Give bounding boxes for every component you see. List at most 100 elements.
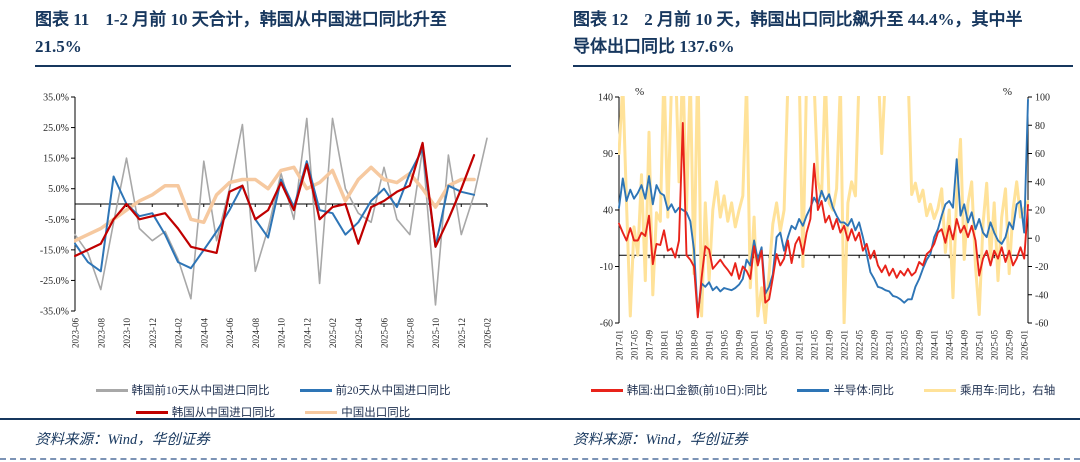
svg-text:-60: -60 [1035, 319, 1048, 330]
svg-text:%: % [635, 86, 644, 98]
legend-label: 韩国从中国进口同比 [171, 407, 276, 420]
svg-text:-35.0%: -35.0% [40, 307, 69, 318]
korea-imports-from-china-series-1 [74, 165, 476, 243]
svg-text:2019-09: 2019-09 [735, 330, 745, 360]
legend-swatch [95, 389, 128, 392]
legend-item: 乘用车:同比，右轴 [924, 382, 1055, 398]
svg-text:20: 20 [1035, 206, 1045, 217]
korea-exports-canvas: 140 90 40 -10 -60 100 80 60 40 20 0 -20 -40 -60% % 2017… [598, 86, 1050, 360]
figure-11-title: 图表 11 1-2 月前 10 天合计，韩国从中国进口同比升至 21.5% [35, 6, 493, 60]
korea-exports-series-2 [618, 122, 1029, 319]
source-band: 资料来源：Wind，华创证券 资料来源：Wind，华创证券 [0, 418, 1080, 450]
legend-item: 韩国:出口金额(前10日):同比 [590, 382, 767, 398]
exports-chart-legend: 韩国:出口金额(前10日):同比 半导体:同比 乘用车:同比，右轴 [573, 382, 1073, 398]
legend-swatch [135, 411, 168, 414]
svg-text:2017-05: 2017-05 [630, 330, 640, 360]
legend-label: 半导体:同比 [833, 385, 895, 398]
svg-text:2024-02: 2024-02 [174, 318, 184, 348]
svg-text:2023-05: 2023-05 [900, 330, 910, 360]
imports-chart-legend: 韩国前10天从中国进口同比 前20天从中国进口同比韩国从中国进口同比 中国出口同比 [35, 382, 511, 420]
exports-chart: 140 90 40 -10 -60 100 80 60 40 20 0 -20 -40 -60%% 2017… [573, 83, 1073, 380]
korea-exports-series-0 [618, 96, 1029, 325]
title-rule [35, 65, 511, 68]
svg-text:2020-05: 2020-05 [765, 330, 775, 360]
svg-text:-10: -10 [600, 262, 613, 273]
legend-item: 半导体:同比 [797, 382, 894, 398]
svg-text:2024-06: 2024-06 [225, 318, 235, 348]
svg-text:2024-04: 2024-04 [199, 318, 209, 348]
svg-text:-40: -40 [1035, 291, 1048, 302]
svg-text:-5.0%: -5.0% [45, 215, 69, 226]
svg-text:2026-01: 2026-01 [1020, 330, 1030, 360]
figure-11-panel: 图表 11 1-2 月前 10 天合计，韩国从中国进口同比升至 21.5% 35.… [35, 6, 511, 420]
svg-text:40: 40 [603, 206, 613, 217]
svg-text:2022-01: 2022-01 [840, 330, 850, 360]
svg-text:15.0%: 15.0% [43, 154, 69, 165]
legend-item: 前20天从中国进口同比 [299, 382, 451, 398]
svg-text:90: 90 [603, 149, 613, 160]
svg-text:2018-09: 2018-09 [690, 330, 700, 360]
svg-text:2022-05: 2022-05 [855, 330, 865, 360]
legend-swatch [797, 389, 830, 392]
title-rule [573, 65, 1073, 68]
svg-text:2019-05: 2019-05 [720, 330, 730, 360]
korea-imports-from-china-series-2 [74, 148, 476, 273]
korea-imports-from-china-series-3 [74, 142, 476, 258]
svg-text:35.0%: 35.0% [43, 93, 69, 104]
legend-swatch [299, 389, 332, 392]
svg-text:2017-01: 2017-01 [615, 330, 625, 360]
svg-text:2024-05: 2024-05 [945, 330, 955, 360]
legend-swatch [305, 410, 338, 415]
svg-text:2020-09: 2020-09 [780, 330, 790, 360]
svg-text:2021-01: 2021-01 [795, 330, 805, 360]
svg-text:2020-01: 2020-01 [750, 330, 760, 360]
legend-item: 韩国前10天从中国进口同比 [95, 382, 270, 398]
svg-text:2023-01: 2023-01 [885, 330, 895, 360]
svg-text:100: 100 [1035, 93, 1050, 104]
svg-text:2025-08: 2025-08 [405, 318, 415, 348]
source-note-right: 资料来源：Wind，华创证券 [573, 432, 748, 448]
svg-text:2021-05: 2021-05 [810, 330, 820, 360]
figure-12-title-text: 2 月前 10 天，韩国出口同比飙升至 44.4%，其中半导体出口同比 137.… [573, 10, 1023, 57]
svg-text:2025-06: 2025-06 [380, 318, 390, 348]
svg-text:2025-04: 2025-04 [354, 318, 364, 348]
svg-text:2025-12: 2025-12 [457, 318, 467, 348]
source-note-left: 资料来源：Wind，华创证券 [35, 432, 210, 448]
svg-text:2022-09: 2022-09 [870, 330, 880, 360]
legend-swatch [924, 388, 957, 392]
legend-label: 乘用车:同比，右轴 [960, 385, 1056, 398]
figure-11-label: 图表 11 [35, 10, 90, 29]
svg-text:80: 80 [1035, 121, 1045, 132]
figure-12-label: 图表 12 [573, 10, 629, 29]
svg-text:2024-12: 2024-12 [302, 318, 312, 348]
svg-text:-25.0%: -25.0% [40, 276, 69, 287]
svg-text:140: 140 [598, 93, 613, 104]
svg-text:2025-01: 2025-01 [975, 330, 985, 360]
svg-text:40: 40 [1035, 178, 1045, 189]
legend-label: 韩国前10天从中国进口同比 [131, 385, 270, 398]
legend-item: 韩国从中国进口同比 [135, 404, 276, 420]
svg-text:2025-10: 2025-10 [431, 318, 441, 348]
svg-text:60: 60 [1035, 149, 1045, 160]
svg-text:2025-09: 2025-09 [1005, 330, 1015, 360]
korea-imports-from-china-canvas: 35.0% 25.0% 15.0% 5.0% -5.0% -15.0% -25.0% -35.… [40, 93, 493, 349]
svg-text:2024-09: 2024-09 [960, 330, 970, 360]
svg-text:2023-12: 2023-12 [148, 318, 158, 348]
svg-text:2024-10: 2024-10 [277, 318, 287, 348]
imports-chart: 35.0% 25.0% 15.0% 5.0% -5.0% -15.0% -25.0% -35.… [35, 83, 511, 380]
svg-text:2017-09: 2017-09 [645, 330, 655, 360]
svg-text:25.0%: 25.0% [43, 123, 69, 134]
svg-text:2026-02: 2026-02 [483, 318, 493, 348]
svg-text:2018-05: 2018-05 [675, 330, 685, 360]
svg-text:2025-05: 2025-05 [990, 330, 1000, 360]
svg-text:0: 0 [1035, 234, 1040, 245]
figure-12-title: 图表 12 2 月前 10 天，韩国出口同比飙升至 44.4%，其中半导体出口同比… [573, 6, 1031, 60]
legend-label: 中国出口同比 [341, 407, 411, 420]
svg-text:2023-08: 2023-08 [96, 318, 106, 348]
figure-11-title-text: 1-2 月前 10 天合计，韩国从中国进口同比升至 21.5% [35, 10, 447, 57]
svg-text:2024-01: 2024-01 [930, 330, 940, 360]
legend-item: 中国出口同比 [305, 404, 410, 420]
svg-text:-15.0%: -15.0% [40, 246, 69, 257]
legend-label: 前20天从中国进口同比 [335, 385, 451, 398]
legend-swatch [590, 389, 623, 392]
